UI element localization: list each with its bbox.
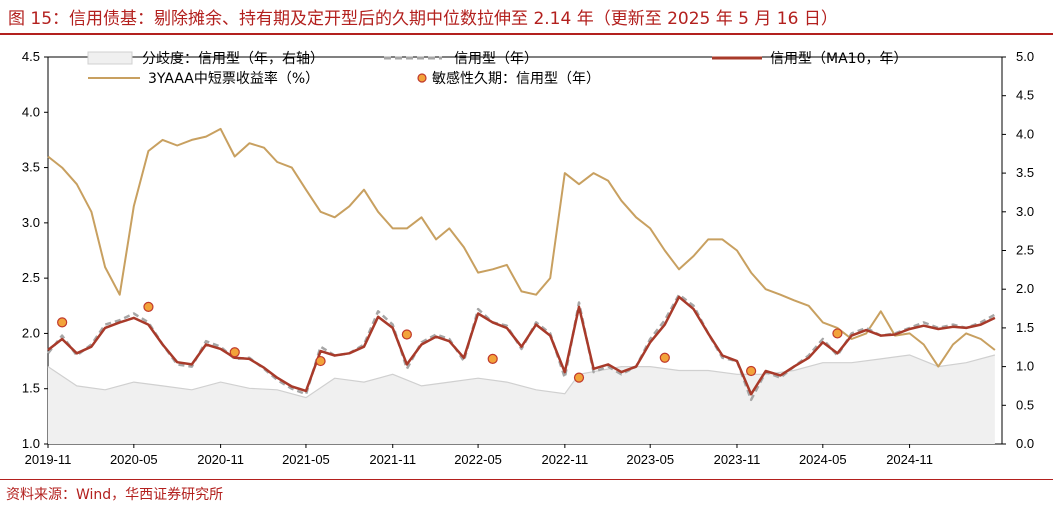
duration-point xyxy=(746,365,757,377)
duration-point xyxy=(659,352,670,363)
left-tick-label: 2.5 xyxy=(22,270,40,285)
legend-label: 3YAAA中短票收益率（%） xyxy=(148,70,319,87)
yield-line xyxy=(47,127,996,368)
duration-point xyxy=(229,347,240,358)
right-tick-label: 2.5 xyxy=(1016,243,1034,258)
right-tick-label: 0.0 xyxy=(1016,436,1034,451)
right-tick-label: 4.0 xyxy=(1016,126,1034,141)
right-tick-label: 5.0 xyxy=(1016,49,1034,64)
axis-labels: 1.0 1.5 2.0 2.5 3.0 3.5 4.0 4.5 0.0 0.5 1.0 1.5 2.0 2… xyxy=(22,49,1034,467)
duration-point xyxy=(315,355,326,367)
x-tick-label: 2022-05 xyxy=(454,452,502,467)
source-rule xyxy=(0,479,1053,480)
x-tick-label: 2020-05 xyxy=(110,452,158,467)
duration-point xyxy=(487,353,498,364)
right-tick-label: 3.0 xyxy=(1016,204,1034,219)
duration-point xyxy=(573,372,585,383)
x-tick-label: 2023-11 xyxy=(714,452,761,467)
right-tick-label: 1.0 xyxy=(1016,359,1034,374)
x-tick-label: 2021-05 xyxy=(282,452,330,467)
title-rule xyxy=(0,33,1053,35)
duration-point xyxy=(401,329,412,340)
legend: 分歧度：信用型（年，右轴） 信用型（年） 信用型（MA10，年） 3YAAA中短票收益… xyxy=(87,51,907,87)
duration-point xyxy=(57,317,68,328)
legend-swatch xyxy=(87,51,133,65)
legend-item-credit: 信用型（年） xyxy=(384,51,538,67)
left-tick-label: 1.0 xyxy=(22,436,40,451)
x-tick-label: 2024-11 xyxy=(886,452,933,467)
right-tick-label: 0.5 xyxy=(1016,397,1034,412)
legend-item-ma10: 信用型（MA10，年） xyxy=(712,51,907,67)
left-tick-label: 2.0 xyxy=(22,325,40,340)
x-tick-label: 2020-11 xyxy=(197,452,244,467)
x-tick-label: 2023-05 xyxy=(626,452,674,467)
legend-label: 敏感性久期：信用型（年） xyxy=(432,70,600,87)
legend-item-points: 敏感性久期：信用型（年） xyxy=(417,70,600,87)
dispersion-area xyxy=(48,355,995,444)
left-tick-label: 3.5 xyxy=(22,160,40,175)
x-tick-label: 2021-11 xyxy=(369,452,416,467)
x-tick-label: 2019-11 xyxy=(25,452,72,467)
left-tick-label: 3.0 xyxy=(22,215,40,230)
legend-swatch xyxy=(417,73,427,83)
right-tick-label: 4.5 xyxy=(1016,88,1034,103)
right-tick-label: 2.0 xyxy=(1016,281,1034,296)
x-tick-label: 2022-11 xyxy=(541,452,588,467)
legend-item-dispersion: 分歧度：信用型（年，右轴） xyxy=(87,51,324,67)
legend-label: 信用型（年） xyxy=(454,51,538,67)
left-tick-label: 4.5 xyxy=(22,49,40,64)
chart-title: 图 15：信用债基：剔除摊余、持有期及定开型后的久期中位数拉伸至 2.14 年（… xyxy=(8,9,838,29)
left-tick-label: 4.0 xyxy=(22,104,40,119)
ma10-line xyxy=(47,295,996,396)
source-note: 资料来源：Wind，华西证券研究所 xyxy=(6,487,224,503)
legend-label: 分歧度：信用型（年，右轴） xyxy=(142,51,324,67)
right-tick-label: 3.5 xyxy=(1016,165,1034,180)
left-tick-label: 1.5 xyxy=(22,381,40,396)
credit-dashed-line xyxy=(47,293,996,402)
line-chart: 1.0 1.5 2.0 2.5 3.0 3.5 4.0 4.5 0.0 0.5 1.0 1.5 2.0 2… xyxy=(22,49,1034,467)
plot-area xyxy=(47,127,996,444)
x-tick-label: 2024-05 xyxy=(799,452,847,467)
duration-point xyxy=(832,328,843,339)
dispersion-line xyxy=(47,354,996,399)
legend-item-yield: 3YAAA中短票收益率（%） xyxy=(88,70,319,87)
duration-point xyxy=(143,301,154,312)
legend-label: 信用型（MA10，年） xyxy=(770,51,907,67)
right-tick-label: 1.5 xyxy=(1016,320,1034,335)
